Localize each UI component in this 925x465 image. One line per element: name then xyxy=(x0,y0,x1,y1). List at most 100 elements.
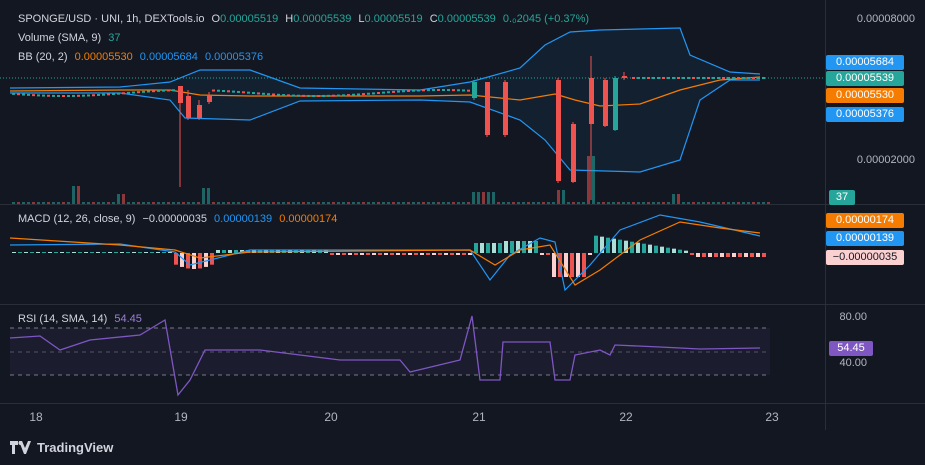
bb-lower-badge: 0.00005376 xyxy=(826,107,904,122)
candle-body xyxy=(212,89,215,92)
volume-bar xyxy=(232,202,235,204)
macd-hist-bar xyxy=(174,253,178,265)
candle-body xyxy=(152,90,155,93)
candle-body xyxy=(297,94,300,97)
candle-body xyxy=(437,89,440,92)
candle-body xyxy=(677,77,680,79)
bb-legend[interactable]: BB (20, 2) 0.00005530 0.00005684 0.00005… xyxy=(18,50,267,64)
macd-hist-bar xyxy=(744,253,748,257)
macd-hist-bar xyxy=(618,239,622,253)
candle-body xyxy=(503,82,508,135)
volume-bar xyxy=(77,186,80,204)
low-label: L xyxy=(358,13,365,25)
volume-bar xyxy=(267,202,270,204)
rsi-label[interactable]: RSI (14, SMA, 14) xyxy=(18,313,108,325)
volume-bar xyxy=(692,202,695,204)
volume-bar xyxy=(572,202,575,204)
price-legend[interactable]: SPONGE/USD · UNI, 1h, DEXTools.io O0.000… xyxy=(18,12,593,26)
macd-hist-bar xyxy=(594,235,598,253)
volume-bar xyxy=(277,202,280,204)
volume-bar xyxy=(322,202,325,204)
candle-body xyxy=(462,89,465,92)
macd-hist-bar xyxy=(336,253,340,255)
macd-hist-bar xyxy=(516,241,520,253)
macd-hist-bar xyxy=(102,252,106,253)
volume-bar xyxy=(662,202,665,204)
macd-hist-bar xyxy=(660,246,664,253)
volume-bar xyxy=(557,190,560,204)
macd-hist-bar xyxy=(168,252,172,253)
price-tick-bottom: 0.00002000 xyxy=(856,154,915,166)
candle-body xyxy=(62,94,65,97)
macd-hist-bar xyxy=(108,252,112,253)
macd-hist-bar xyxy=(432,253,436,255)
rsi-legend[interactable]: RSI (14, SMA, 14) 54.45 xyxy=(18,312,146,326)
candle-body xyxy=(22,93,25,96)
volume-bar xyxy=(727,202,730,204)
volume-bar xyxy=(587,156,590,204)
volume-bar xyxy=(162,202,165,204)
candle-body xyxy=(57,94,60,97)
macd-hist-bar xyxy=(486,243,490,253)
candle-body xyxy=(107,93,110,96)
candle-body xyxy=(417,89,420,92)
macd-hist-bar xyxy=(492,243,496,253)
macd-hist-bar xyxy=(702,253,706,257)
macd-label[interactable]: MACD (12, 26, close, 9) xyxy=(18,213,136,225)
volume-bar xyxy=(602,202,605,204)
chart-canvas[interactable] xyxy=(0,0,825,403)
candle-body xyxy=(485,82,490,135)
volume-bar xyxy=(547,202,550,204)
candle-body xyxy=(232,90,235,93)
volume-bar xyxy=(397,202,400,204)
macd-hist-bar xyxy=(366,253,370,255)
macd-hist-bar xyxy=(528,241,532,253)
volume-bar xyxy=(52,202,55,204)
candle-body xyxy=(442,89,445,92)
change-value: 0.₀2045 (+0.37%) xyxy=(502,13,590,25)
macd-hist-bar xyxy=(132,252,136,253)
macd-hist-bar xyxy=(18,252,22,253)
volume-bar xyxy=(372,202,375,204)
volume-bar xyxy=(172,202,175,204)
volume-bar xyxy=(502,202,505,204)
volume-bar xyxy=(252,202,255,204)
candle-body xyxy=(292,94,295,97)
macd-hist-bar xyxy=(654,245,658,253)
candle-body xyxy=(92,94,95,97)
candle-body xyxy=(52,94,55,97)
bb-label[interactable]: BB (20, 2) xyxy=(18,51,68,63)
candle-body xyxy=(613,78,618,130)
tradingview-brand[interactable]: TradingView xyxy=(10,440,113,455)
candle-body xyxy=(667,77,670,79)
bb-upper-line xyxy=(9,27,761,91)
candle-body xyxy=(397,90,400,93)
rsi-line xyxy=(9,315,761,397)
volume-value: 37 xyxy=(108,32,121,44)
macd-hist-bar xyxy=(708,253,712,257)
macd-hist-bar xyxy=(402,253,406,255)
symbol-title[interactable]: SPONGE/USD · UNI, 1h, DEXTools.io xyxy=(18,13,205,25)
volume-bar xyxy=(637,202,640,204)
candle-body xyxy=(186,96,191,118)
volume-bar xyxy=(532,202,535,204)
volume-bar xyxy=(442,202,445,204)
macd-legend[interactable]: MACD (12, 26, close, 9) −0.00000035 0.00… xyxy=(18,212,341,226)
volume-bar xyxy=(407,202,410,204)
volume-bar xyxy=(752,202,755,204)
macd-hist-bar xyxy=(474,243,478,253)
volume-legend[interactable]: Volume (SMA, 9) 37 xyxy=(18,31,124,45)
volume-bar xyxy=(467,202,470,204)
macd-hist-bar xyxy=(78,252,82,253)
volume-bar xyxy=(552,202,555,204)
macd-hist-bar xyxy=(330,253,334,255)
volume-bar xyxy=(652,202,655,204)
candle-body xyxy=(72,94,75,97)
candle-body xyxy=(302,94,305,97)
close-label: C xyxy=(429,13,438,25)
macd-hist-bar xyxy=(570,253,574,277)
time-tick-21: 21 xyxy=(472,410,486,424)
volume-bar xyxy=(62,202,65,204)
volume-label[interactable]: Volume (SMA, 9) xyxy=(18,32,102,44)
candle-body xyxy=(556,80,561,181)
